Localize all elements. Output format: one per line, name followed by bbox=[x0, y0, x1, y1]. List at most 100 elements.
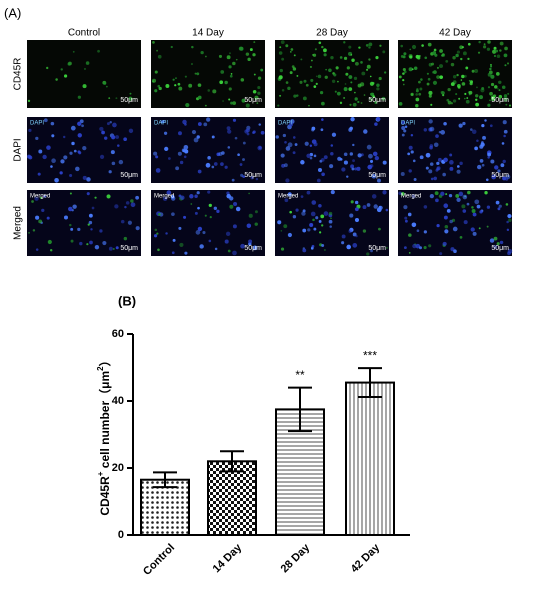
cell bbox=[346, 175, 349, 178]
cell bbox=[506, 62, 510, 65]
cell bbox=[60, 68, 63, 71]
cell bbox=[232, 101, 237, 105]
cell bbox=[398, 191, 402, 195]
cell bbox=[194, 72, 197, 75]
cell bbox=[362, 205, 367, 210]
cell bbox=[487, 103, 491, 107]
cell bbox=[362, 229, 367, 233]
cell bbox=[158, 86, 162, 91]
cell bbox=[177, 151, 182, 156]
cell bbox=[433, 176, 438, 181]
cell bbox=[129, 92, 132, 95]
cell bbox=[157, 54, 162, 59]
cell bbox=[32, 229, 36, 232]
cell bbox=[305, 83, 309, 87]
cell bbox=[445, 60, 449, 63]
cell bbox=[439, 49, 443, 53]
cell bbox=[117, 144, 120, 147]
scale-bar: 50μm bbox=[120, 97, 138, 104]
scale-bar: 50μm bbox=[244, 97, 262, 104]
cell bbox=[309, 156, 313, 160]
cell bbox=[254, 210, 258, 214]
image-tag: DAPI bbox=[401, 121, 415, 127]
cell bbox=[91, 206, 95, 210]
cell bbox=[449, 219, 453, 224]
column-header: 28 Day bbox=[316, 28, 348, 39]
cell bbox=[156, 49, 158, 52]
cell bbox=[371, 92, 374, 96]
micrograph bbox=[275, 190, 389, 256]
cell bbox=[279, 46, 282, 49]
cell bbox=[407, 212, 412, 217]
cell bbox=[77, 150, 81, 154]
cell bbox=[455, 53, 459, 58]
cell bbox=[475, 102, 480, 107]
cell bbox=[185, 102, 190, 108]
cell bbox=[302, 248, 307, 253]
cell bbox=[404, 219, 408, 223]
cell bbox=[228, 65, 232, 69]
cell bbox=[400, 191, 405, 196]
cell bbox=[295, 208, 299, 212]
cell bbox=[228, 87, 232, 91]
cell bbox=[408, 145, 413, 150]
cell bbox=[495, 72, 500, 76]
cell bbox=[487, 86, 491, 89]
cell bbox=[127, 220, 132, 225]
cell bbox=[280, 247, 285, 251]
cell bbox=[257, 76, 262, 80]
cell bbox=[424, 56, 428, 60]
cell bbox=[462, 209, 467, 213]
cell bbox=[191, 45, 194, 49]
cell bbox=[402, 72, 405, 75]
cell bbox=[360, 61, 363, 64]
cell bbox=[94, 244, 100, 250]
cell bbox=[487, 72, 492, 77]
cell bbox=[352, 102, 357, 107]
cell bbox=[212, 89, 217, 94]
cell bbox=[285, 146, 291, 151]
cell bbox=[346, 66, 350, 70]
cell bbox=[306, 190, 311, 195]
cell bbox=[284, 163, 288, 168]
cell bbox=[371, 173, 377, 179]
cell bbox=[341, 241, 345, 245]
cell bbox=[436, 161, 440, 166]
cell bbox=[434, 191, 439, 196]
cell bbox=[353, 76, 358, 80]
cell bbox=[431, 62, 435, 66]
cell bbox=[81, 124, 84, 128]
cell bbox=[328, 219, 333, 224]
cell bbox=[474, 199, 480, 205]
cell bbox=[339, 101, 343, 105]
cell bbox=[311, 200, 317, 205]
y-label-part: ） bbox=[97, 354, 112, 366]
cell bbox=[437, 157, 442, 162]
cell bbox=[470, 227, 475, 232]
cell bbox=[400, 44, 404, 48]
cell bbox=[279, 94, 282, 97]
scale-bar: 50μm bbox=[491, 172, 509, 179]
cell bbox=[343, 96, 346, 99]
cell bbox=[411, 68, 414, 71]
cell bbox=[278, 75, 283, 80]
cell bbox=[292, 67, 297, 71]
cell bbox=[135, 195, 140, 200]
cell bbox=[120, 219, 125, 224]
cell bbox=[382, 160, 387, 165]
cell bbox=[230, 73, 233, 75]
cell bbox=[330, 217, 332, 220]
cell bbox=[484, 191, 488, 195]
image-tag: Merged bbox=[401, 194, 421, 200]
cell bbox=[463, 97, 466, 100]
cell bbox=[128, 96, 133, 101]
cell bbox=[365, 43, 369, 47]
cell bbox=[441, 91, 445, 95]
cell bbox=[450, 82, 455, 87]
cell bbox=[487, 40, 491, 44]
cell bbox=[456, 165, 460, 168]
cell bbox=[441, 53, 446, 57]
cell bbox=[442, 94, 445, 97]
cell bbox=[257, 85, 261, 90]
